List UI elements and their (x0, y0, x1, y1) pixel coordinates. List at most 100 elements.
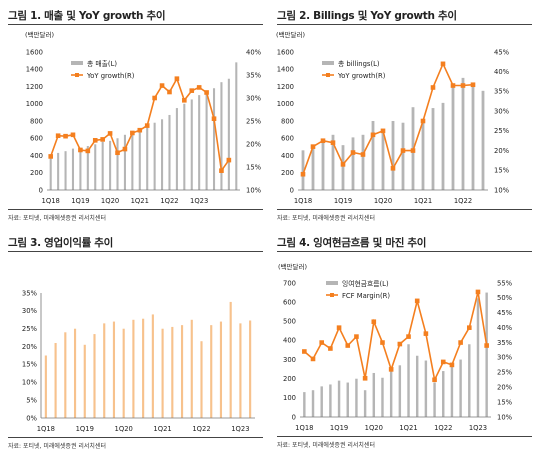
bar (44, 355, 47, 418)
y-right-tick-label: 10% (246, 186, 262, 194)
y-left-tick-label: 200 (281, 169, 294, 177)
y-left-tick-label: 400 (281, 152, 294, 160)
series-marker (450, 83, 456, 88)
bar (180, 325, 184, 418)
y-left-tick-label: 0% (26, 414, 37, 422)
chart-panel-fcf: 그림 4. 잉여현금흐름 및 마진 추이 (백만달러) 0 100 200 300 400 5… (277, 235, 532, 449)
bar (361, 134, 365, 190)
source-divider (277, 209, 532, 210)
bar (116, 138, 119, 190)
y-left-tick-label: 800 (30, 117, 43, 125)
y-right-tick-label: 30% (246, 94, 262, 102)
bar (131, 131, 134, 190)
bar (401, 122, 405, 190)
y-left-tick-label: 600 (30, 135, 43, 143)
chart-title: 그림 2. Billings 및 YoY growth 추이 (277, 10, 457, 22)
bar (103, 323, 106, 418)
series-line (303, 291, 488, 383)
series-marker (360, 152, 366, 157)
y-left-tick-label: 500 (283, 318, 296, 326)
series-marker (55, 133, 61, 139)
series-line (302, 61, 474, 175)
series-marker (475, 289, 481, 295)
x-tick-label: 1Q21 (131, 197, 149, 205)
y-right-tick-label: 25% (246, 117, 262, 125)
series-marker (397, 341, 403, 347)
unit-label: (백만달러) (276, 30, 305, 39)
x-tick-label: 1Q19 (71, 197, 89, 205)
series-marker (390, 166, 396, 171)
bar (451, 86, 455, 190)
y-right-tick-label: 35% (246, 71, 262, 79)
series-marker (320, 138, 326, 144)
y-right-tick-label: 30% (494, 107, 510, 115)
series-marker (423, 331, 429, 336)
y-left-tick-label: 1600 (277, 48, 294, 56)
bar (229, 301, 232, 418)
bar (320, 386, 323, 417)
series-marker (340, 162, 346, 167)
bar (132, 319, 135, 418)
y-right-tick-label: 10% (497, 413, 513, 421)
series-marker (211, 116, 217, 121)
bar (441, 102, 445, 190)
bar (57, 152, 60, 190)
y-left-tick-label: 30% (22, 307, 38, 315)
chart-panel-billings: 그림 2. Billings 및 YoY growth 추이 (백만달러) 0 200… (276, 8, 532, 222)
legend-label: YoY growth(R) (337, 72, 386, 80)
bar (433, 382, 436, 417)
series-marker (330, 140, 336, 145)
series-marker (470, 82, 476, 88)
x-tick-label: 1Q20 (115, 425, 133, 433)
chart-panel-revenue: 그림 1. 매출 및 YoY growth 추이 (백만달러) 0 200 400 600… (8, 8, 263, 222)
bar (239, 323, 242, 418)
bar (235, 62, 238, 190)
bar (200, 341, 203, 418)
title-divider (277, 24, 532, 25)
chart-title: 그림 1. 매출 및 YoY growth 추이 (8, 10, 166, 22)
chart-panel-operating-margin: 그림 3. 영업이익률 추이 0% 5% 10% 15% 20% 25% 30% 35% 1Q18… (8, 235, 263, 450)
y-right-tick-label: 55% (497, 279, 513, 287)
bar (481, 90, 485, 190)
series-marker (354, 334, 359, 339)
bar (109, 140, 112, 190)
x-tick-label: 1Q22 (192, 425, 210, 433)
y-right-tick-label: 15% (497, 398, 513, 406)
unit-label: (백만달러) (25, 30, 54, 39)
y-left-tick-label: 1600 (26, 48, 43, 56)
bar (407, 344, 410, 417)
bar (220, 82, 223, 190)
series-marker (196, 85, 202, 90)
y-left-tick-label: 5% (26, 396, 37, 404)
bar (311, 390, 315, 417)
chart-svg: (백만달러) 0 100 200 300 400 500 600 700 10% 15% 20% 25%… (278, 262, 513, 432)
y-right-tick-label: 20% (497, 384, 513, 392)
x-tick-label: 1Q23 (469, 424, 487, 432)
bar (371, 121, 375, 190)
y-left-tick-label: 700 (283, 279, 296, 287)
series-marker (310, 144, 316, 149)
series-marker (432, 377, 437, 383)
legend-bar-swatch (322, 61, 334, 65)
bar (415, 355, 419, 417)
series-marker (350, 150, 356, 155)
y-left-tick-label: 300 (283, 356, 296, 364)
y-left-tick-label: 200 (30, 169, 43, 177)
bar (183, 103, 186, 190)
series-marker (484, 343, 489, 348)
series-marker (174, 76, 180, 81)
unit-label: (백만달러) (278, 262, 307, 271)
series-marker (115, 150, 120, 156)
series-marker (130, 130, 135, 136)
bar (168, 114, 171, 190)
bar (471, 86, 475, 190)
bar (227, 78, 230, 190)
series-marker (388, 367, 394, 372)
chart-svg: (백만달러) 0 200 400 600 800 1000 1200 1400 1600 10% 15… (25, 30, 262, 205)
legend-label: 총 billings(L) (338, 59, 380, 68)
bar (83, 344, 86, 418)
series-marker (414, 298, 420, 304)
bar (351, 137, 355, 190)
y-left-tick-label: 1200 (277, 83, 294, 91)
series-marker (167, 89, 172, 95)
